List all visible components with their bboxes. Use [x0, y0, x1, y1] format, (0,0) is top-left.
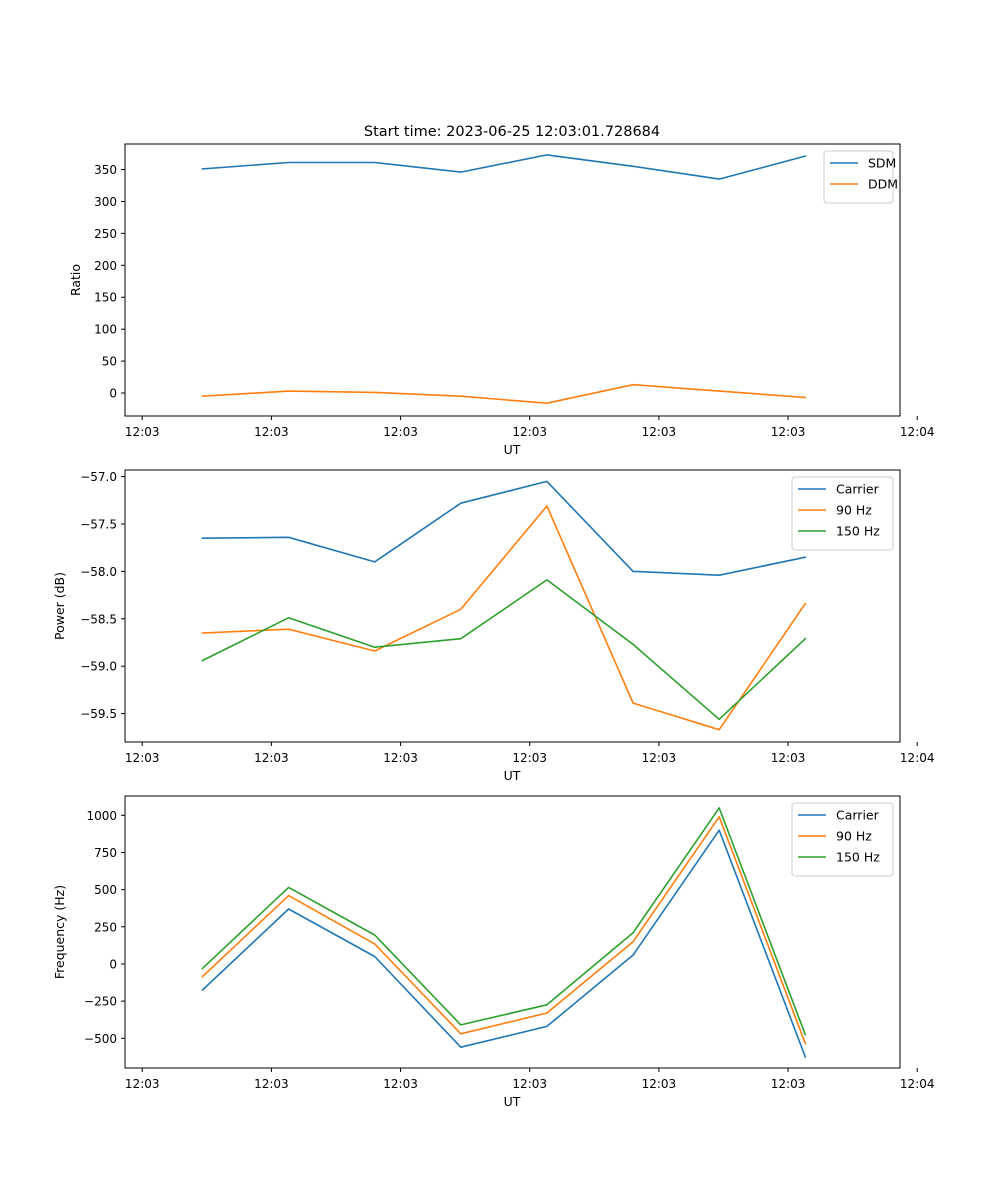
y-tick-label: 100 — [94, 323, 117, 337]
axes-frame — [124, 795, 901, 1069]
x-tick-label: 12:04 — [900, 425, 935, 439]
series-line-sdm — [201, 154, 807, 180]
y-axis-label: Frequency (Hz) — [52, 885, 67, 979]
y-tick-label: −59.5 — [80, 707, 117, 721]
x-tick-label: 12:03 — [642, 751, 677, 765]
legend-label: DDM — [868, 177, 898, 192]
y-tick-label: 500 — [94, 883, 117, 897]
series-line-90-hz — [201, 505, 807, 731]
legend: Carrier 90 Hz 150 Hz — [791, 802, 894, 877]
legend-label: 150 Hz — [836, 524, 880, 539]
y-tick-label: −500 — [84, 1032, 117, 1046]
y-tick-label: 1000 — [86, 809, 117, 823]
y-axis-label: Ratio — [68, 264, 83, 296]
x-tick-label: 12:03 — [512, 1077, 547, 1091]
x-tick-label: 12:04 — [900, 751, 935, 765]
x-tick-label: 12:03 — [383, 1077, 418, 1091]
y-tick-label: −57.0 — [80, 470, 117, 484]
x-tick-label: 12:03 — [512, 751, 547, 765]
x-tick-label: 12:03 — [512, 425, 547, 439]
legend-label: SDM — [868, 156, 896, 171]
y-axis-label: Power (dB) — [52, 572, 67, 640]
y-tick-label: 200 — [94, 259, 117, 273]
legend-label: Carrier — [836, 482, 880, 497]
series-line-ddm — [201, 383, 807, 405]
x-axis-label: UT — [504, 442, 521, 457]
x-axis-label: UT — [504, 768, 521, 783]
y-tick-label: 50 — [102, 355, 117, 369]
y-tick-label: 350 — [94, 163, 117, 177]
legend-box — [823, 150, 894, 204]
y-tick-label: 150 — [94, 291, 117, 305]
legend-label: Carrier — [836, 808, 880, 823]
x-tick-label: 12:03 — [771, 425, 806, 439]
y-tick-label: 0 — [109, 387, 117, 401]
y-tick-label: −58.0 — [80, 565, 117, 579]
series-line-150-hz — [201, 579, 807, 721]
y-tick-label: −59.0 — [80, 660, 117, 674]
subplot-2: 12:03 12:03 12:03 12:03 12:03 12:03 12:04 −59.5… — [52, 469, 935, 783]
x-tick-label: 12:03 — [642, 1077, 677, 1091]
y-tick-label: −57.5 — [80, 518, 117, 532]
series-line-carrier — [201, 480, 807, 577]
x-tick-label: 12:03 — [383, 751, 418, 765]
y-tick-label: 250 — [94, 227, 117, 241]
series-line-carrier — [201, 829, 807, 1058]
x-tick-label: 12:03 — [254, 425, 289, 439]
x-axis-label: UT — [504, 1094, 521, 1109]
subplot-1: 12:03 12:03 12:03 12:03 12:03 12:03 12:04 0 50 10… — [68, 143, 935, 457]
legend-label: 90 Hz — [836, 503, 872, 518]
legend-label: 150 Hz — [836, 850, 880, 865]
legend-label: 90 Hz — [836, 829, 872, 844]
x-tick-label: 12:04 — [900, 1077, 935, 1091]
series-line-150-hz — [201, 807, 807, 1036]
x-tick-label: 12:03 — [125, 751, 160, 765]
y-tick-label: −58.5 — [80, 612, 117, 626]
x-tick-label: 12:03 — [125, 425, 160, 439]
legend: Carrier 90 Hz 150 Hz — [791, 476, 894, 551]
axes-frame — [124, 469, 901, 743]
x-tick-label: 12:03 — [642, 425, 677, 439]
subplot-3: 12:03 12:03 12:03 12:03 12:03 12:03 12:04 −500 −… — [52, 795, 935, 1109]
series-line-90-hz — [201, 815, 807, 1045]
y-tick-label: 250 — [94, 920, 117, 934]
y-tick-label: −250 — [84, 995, 117, 1009]
axes-frame — [124, 143, 901, 417]
x-tick-label: 12:03 — [254, 1077, 289, 1091]
figure-title: Start time: 2023-06-25 12:03:01.728684 — [364, 124, 660, 140]
x-tick-label: 12:03 — [254, 751, 289, 765]
x-tick-label: 12:03 — [771, 1077, 806, 1091]
x-tick-label: 12:03 — [383, 425, 418, 439]
y-tick-label: 0 — [109, 957, 117, 971]
legend: SDM DDM — [823, 150, 898, 204]
x-tick-label: 12:03 — [125, 1077, 160, 1091]
y-tick-label: 300 — [94, 195, 117, 209]
x-tick-label: 12:03 — [771, 751, 806, 765]
y-tick-label: 750 — [94, 846, 117, 860]
